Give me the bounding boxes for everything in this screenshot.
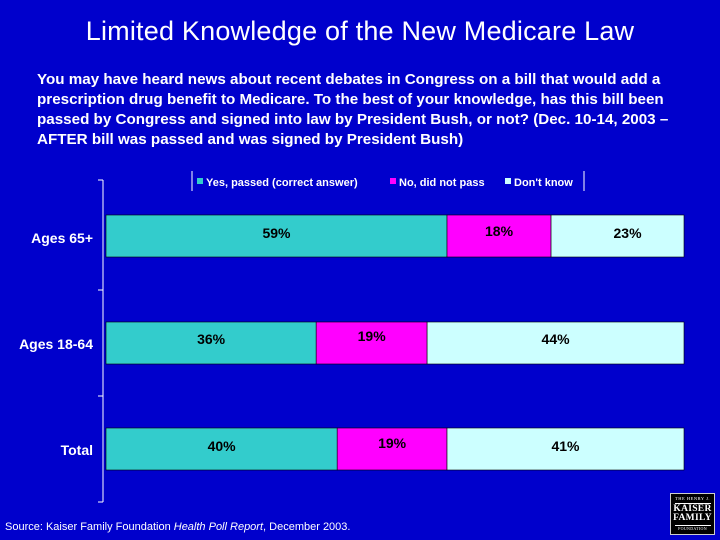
legend-swatch: [197, 178, 203, 184]
slide-title: Limited Knowledge of the New Medicare La…: [85, 16, 635, 46]
data-label: 19%: [378, 435, 407, 451]
category-label: Ages 65+: [31, 230, 93, 246]
bar-segment: [315, 321, 428, 365]
category-axis: Ages 65+ Ages 18-64 Total: [19, 179, 104, 503]
logo-line3: FAMILY: [673, 513, 712, 524]
chart-bars: 59% 18% 23% 36% 19% 44% 40% 19% 41%: [105, 214, 685, 471]
data-label: 40%: [208, 438, 237, 454]
category-label: Ages 18-64: [19, 336, 93, 352]
chart-legend: Yes, passed (correct answer) No, did not …: [191, 171, 585, 191]
data-label: 44%: [542, 331, 571, 347]
data-label: 36%: [197, 331, 226, 347]
data-label: 23%: [614, 225, 643, 241]
kaiser-family-foundation-logo: THE HENRY J. KAISER FAMILY FOUNDATION: [670, 493, 715, 535]
bar-segment: [426, 321, 685, 365]
logo-line4: FOUNDATION: [678, 525, 707, 531]
bar-segment: [550, 214, 685, 258]
data-label: 18%: [485, 223, 514, 239]
source-italic: Health Poll Report: [173, 521, 264, 533]
bar-segment: [105, 321, 317, 365]
data-label: 19%: [358, 328, 387, 344]
logo-rule: [674, 524, 711, 526]
bar-segment: [105, 214, 448, 258]
bar-segment: [105, 427, 338, 471]
logo-rule: [674, 502, 711, 504]
source-prefix: Source: Kaiser Family Foundation: [5, 521, 174, 533]
category-label: Total: [61, 442, 93, 458]
data-label: 59%: [262, 225, 291, 241]
source-note: Source: Kaiser Family Foundation Health …: [5, 521, 350, 533]
legend-label: Yes, passed (correct answer): [206, 177, 358, 189]
logo-line2: KAISER: [673, 503, 712, 514]
survey-question: You may have heard news about recent deb…: [37, 71, 669, 148]
bar-segment: [446, 427, 685, 471]
data-label: 41%: [551, 438, 580, 454]
legend-label: Don't know: [514, 177, 573, 189]
source-suffix: , December 2003.: [263, 521, 351, 533]
legend-swatch: [505, 178, 511, 184]
legend-label: No, did not pass: [399, 177, 485, 189]
logo-line1: THE HENRY J.: [675, 496, 710, 502]
legend-swatch: [390, 178, 396, 184]
